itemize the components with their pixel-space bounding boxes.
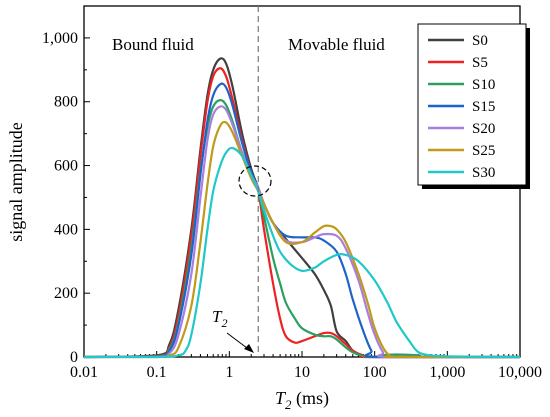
x-tick-label: 10 bbox=[294, 364, 310, 381]
series-line-s5 bbox=[83, 67, 520, 359]
bound-fluid-label: Bound fluid bbox=[112, 35, 194, 54]
x-tick-label: 10,000 bbox=[498, 364, 542, 381]
x-axis-title: T2 (ms) bbox=[275, 388, 329, 412]
y-tick-label: 400 bbox=[54, 221, 78, 238]
t2-cutoff-annotation: T2 bbox=[212, 307, 227, 330]
series-line-s25 bbox=[84, 120, 520, 359]
legend-label-s5: S5 bbox=[472, 55, 488, 71]
legend-label-s0: S0 bbox=[472, 33, 488, 49]
crossover-highlight bbox=[238, 165, 272, 197]
y-tick-label: 800 bbox=[54, 94, 78, 111]
x-axis-ticks: 0.01 0.1 1 10 100 1,000 10,000 bbox=[70, 351, 542, 381]
legend-box bbox=[417, 23, 527, 186]
legend-label-s25: S25 bbox=[472, 143, 495, 159]
series-line-s30 bbox=[84, 146, 520, 359]
y-tick-label: 0 bbox=[70, 349, 78, 366]
y-tick-label: 1,000 bbox=[42, 30, 78, 47]
x-tick-label: 0.1 bbox=[147, 364, 167, 381]
y-tick-label: 600 bbox=[54, 158, 78, 175]
t2-cutoff-arrowhead bbox=[244, 344, 254, 353]
x-tick-label: 1,000 bbox=[429, 364, 465, 381]
legend-label-s30: S30 bbox=[472, 165, 495, 181]
legend-label-s20: S20 bbox=[472, 121, 495, 137]
y-axis-ticks: 0 200 400 600 800 1,000 bbox=[42, 5, 90, 366]
legend: S0 S5 S10 S15 S20 S25 S30 bbox=[428, 33, 495, 181]
x-tick-label: 100 bbox=[363, 364, 387, 381]
x-tick-label: 0.01 bbox=[70, 364, 98, 381]
y-tick-label: 200 bbox=[54, 285, 78, 302]
movable-fluid-label: Movable fluid bbox=[288, 35, 385, 54]
y-axis-title: signal amplitude bbox=[6, 122, 26, 241]
legend-label-s10: S10 bbox=[472, 77, 495, 93]
legend-label-s15: S15 bbox=[472, 99, 495, 115]
x-tick-label: 1 bbox=[225, 364, 233, 381]
